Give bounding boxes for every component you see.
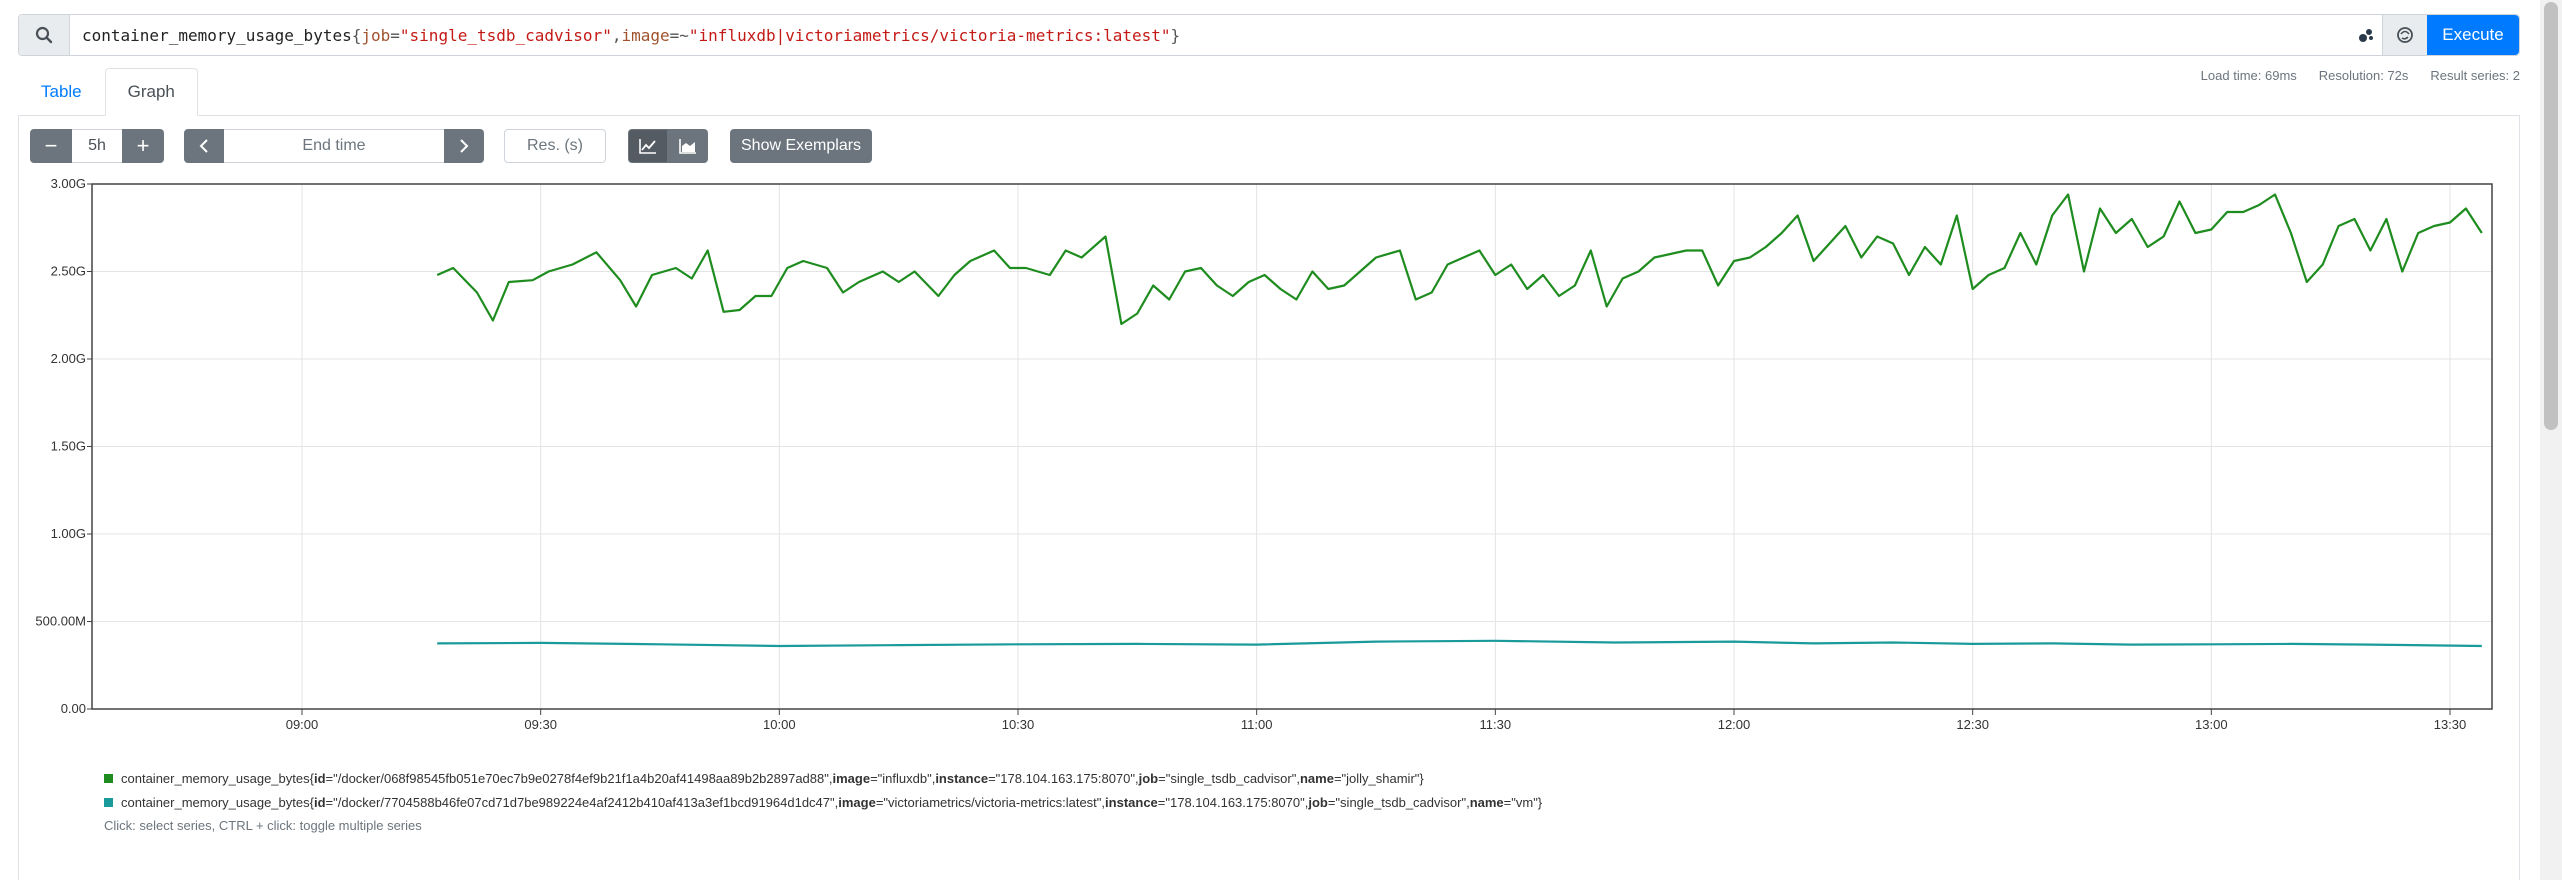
query-comma: , (611, 25, 622, 45)
y-tick-label: 2.00G (51, 351, 86, 366)
stacked-chart-icon[interactable] (668, 129, 708, 163)
show-exemplars-button[interactable]: Show Exemplars (730, 129, 873, 163)
query-input[interactable]: container_memory_usage_bytes{job = "single… (70, 15, 2350, 55)
query-label-name: job (361, 25, 391, 45)
legend-metric: container_memory_usage_bytes{ (121, 770, 314, 786)
legend-label-value: ="victoriametrics/victoria-metrics:lates… (875, 794, 1106, 810)
tab-graph[interactable]: Graph (104, 68, 198, 116)
legend-label-value: ="single_tsdb_cadvisor", (1327, 794, 1470, 810)
metrics-explorer-icon[interactable] (2350, 15, 2382, 55)
legend-item-influxdb[interactable]: container_memory_usage_bytes{ id ="/docke… (104, 766, 1542, 790)
decrease-range-button[interactable]: − (30, 129, 72, 163)
legend-label-key: id (313, 794, 326, 810)
chart-type-group (628, 129, 708, 163)
chevron-left-icon[interactable] (184, 129, 224, 163)
legend: container_memory_usage_bytes{ id ="/docke… (104, 766, 1542, 833)
x-tick-label: 13:30 (2434, 717, 2467, 732)
legend-hint: Click: select series, CTRL + click: togg… (104, 818, 422, 833)
x-tick-label: 13:00 (2195, 717, 2228, 732)
legend-label-key: image (832, 770, 871, 786)
y-tick-label: 1.50G (51, 439, 86, 454)
legend-label-key: image (838, 794, 876, 810)
legend-metric: container_memory_usage_bytes{ (121, 794, 314, 810)
resolution-stat: Resolution: 72s (2318, 68, 2409, 83)
query-label-op: = (390, 25, 400, 45)
y-tick-label: 2.50G (51, 264, 86, 279)
graph-chart[interactable]: 0.00 500.00M 1.00G 1.50G 2.00G 2.50G 3.00G 09:… (0, 0, 2562, 760)
increase-range-button[interactable]: + (122, 129, 164, 163)
y-tick-label: 1.00G (51, 526, 86, 541)
x-tick-label: 10:00 (763, 717, 796, 732)
graph-panel (18, 115, 2520, 880)
legend-label-value: ="178.104.163.175:8070", (1157, 794, 1309, 810)
legend-label-value: ="178.104.163.175:8070", (988, 770, 1139, 786)
x-tick-label: 09:00 (286, 717, 319, 732)
legend-label-key: instance (935, 770, 989, 786)
search-icon (19, 15, 70, 55)
y-tick-label: 3.00G (51, 176, 86, 191)
line-chart-icon[interactable] (628, 129, 668, 163)
chevron-right-icon[interactable] (444, 129, 484, 163)
legend-label-key: name (1299, 770, 1334, 786)
legend-swatch (104, 797, 113, 807)
x-tick-label: 12:00 (1718, 717, 1751, 732)
legend-label-key: job (1138, 770, 1159, 786)
query-label-value: "influxdb|victoriametrics/victoria-metri… (688, 25, 1171, 45)
tab-table[interactable]: Table (41, 82, 82, 101)
graph-controls: − + Show Exemplars (30, 129, 873, 163)
legend-label-value: ="/docker/068f98545fb051e70ec7b9e0278f4e… (325, 770, 833, 786)
result-series: Result series: 2 (2430, 68, 2520, 83)
y-tick-label: 500.00M (35, 614, 86, 629)
series-lines[interactable] (436, 193, 2483, 648)
y-axis: 0.00 500.00M 1.00G 1.50G 2.00G 2.50G 3.00G (35, 176, 92, 716)
query-metric: container_memory_usage_bytes (82, 25, 352, 45)
end-time-group (184, 129, 484, 163)
scrollbar-thumb[interactable] (2544, 2, 2558, 430)
x-tick-label: 09:30 (524, 717, 557, 732)
x-tick-label: 12:30 (1956, 717, 1989, 732)
query-bar: container_memory_usage_bytes{job = "single… (18, 14, 2520, 56)
query-label-op: =~ (669, 25, 689, 45)
range-input[interactable] (72, 129, 122, 163)
query-brace-close: } (1170, 25, 1181, 45)
legend-label-key: id (313, 770, 326, 786)
legend-label-key: instance (1105, 794, 1158, 810)
legend-label-value: ="/docker/7704588b46fe07cd71d7be989224e4… (325, 794, 839, 810)
legend-label-key: job (1308, 794, 1328, 810)
y-tick-label: 0.00 (61, 701, 86, 716)
series-line-influxdb (436, 193, 2483, 326)
grid (92, 183, 2492, 710)
resolution-input[interactable] (504, 129, 606, 163)
range-group: − + (30, 129, 164, 163)
x-tick-label: 10:30 (1002, 717, 1035, 732)
query-stats: Load time: 69ms Resolution: 72s Result s… (2201, 68, 2520, 83)
legend-label-value: ="vm"} (1503, 794, 1543, 810)
legend-label-key: name (1469, 794, 1504, 810)
x-tick-label: 11:30 (1480, 717, 1512, 732)
legend-label-value: ="single_tsdb_cadvisor", (1158, 770, 1300, 786)
legend-label-value: ="influxdb", (870, 770, 936, 786)
x-tick-label: 11:00 (1241, 717, 1273, 732)
query-brace-open: { (351, 25, 362, 45)
view-tabs: Table Graph (18, 68, 198, 116)
series-line-vm (437, 639, 2482, 648)
query-label-value: "single_tsdb_cadvisor" (399, 25, 612, 45)
load-time: Load time: 69ms (2200, 68, 2297, 83)
legend-label-value: ="jolly_shamir"} (1333, 770, 1424, 786)
execute-button[interactable]: Execute (2427, 15, 2519, 55)
legend-swatch (104, 773, 113, 783)
format-query-icon[interactable] (2382, 15, 2427, 55)
query-label-name: image (621, 25, 670, 45)
x-axis: 09:00 09:30 10:00 10:30 11:00 11:30 12:00 12:30… (286, 709, 2467, 732)
legend-item-vm[interactable]: container_memory_usage_bytes{ id ="/docke… (104, 790, 1542, 814)
end-time-input[interactable] (224, 129, 444, 163)
page-scrollbar[interactable] (2540, 0, 2562, 880)
